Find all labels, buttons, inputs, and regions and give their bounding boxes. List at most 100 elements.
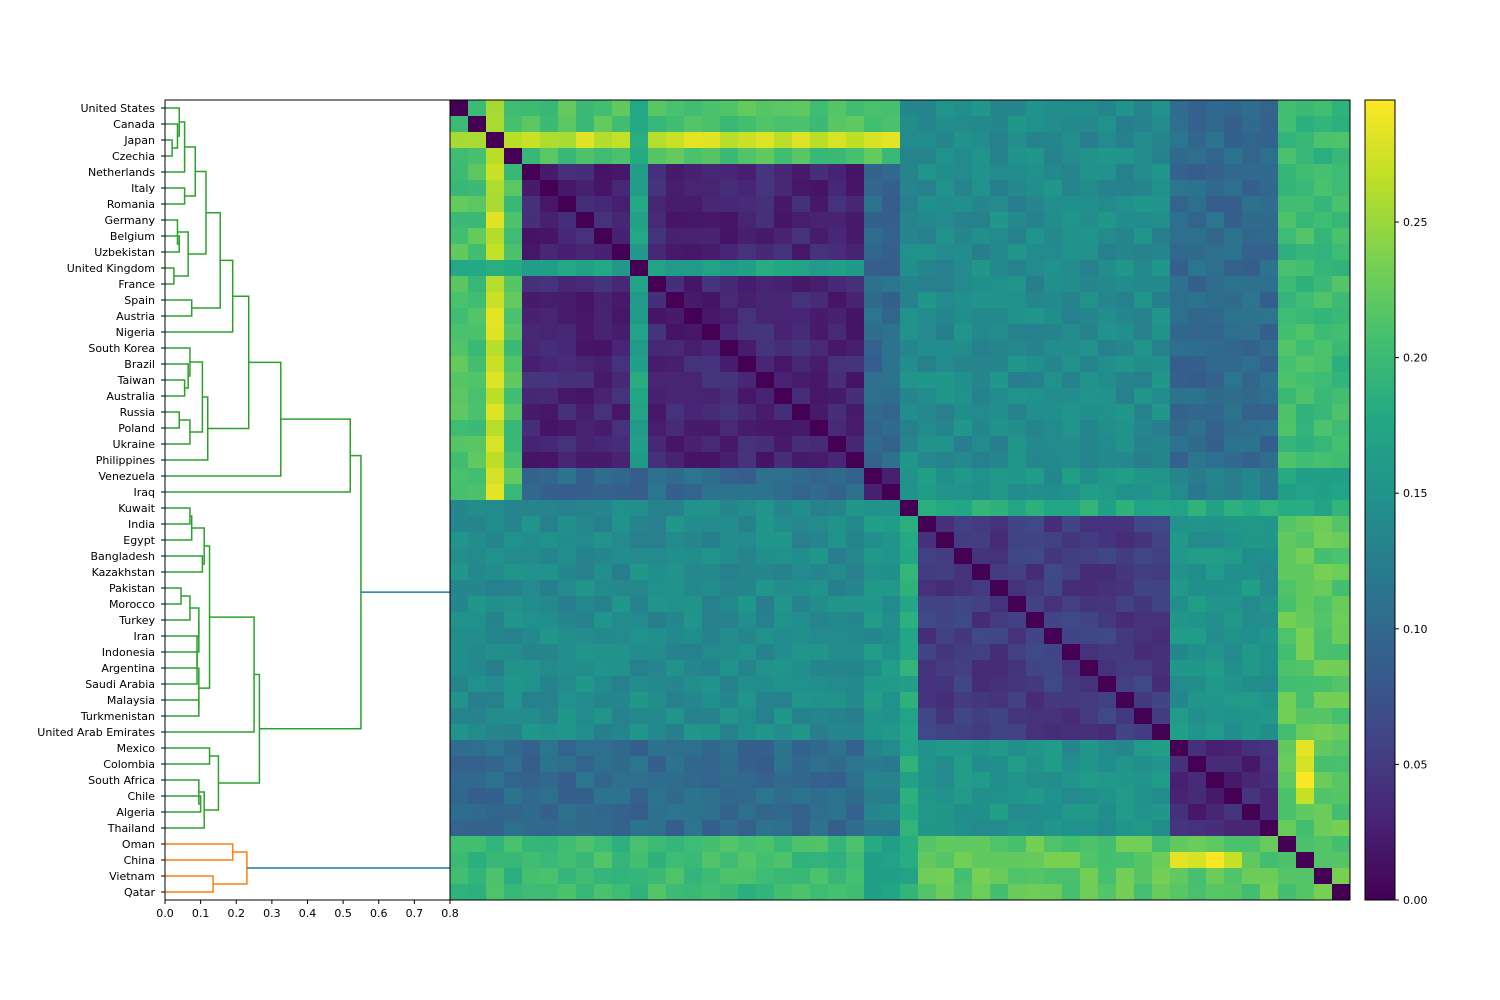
heatmap-cell bbox=[828, 292, 847, 309]
heatmap-cell bbox=[666, 788, 685, 805]
heatmap-cell bbox=[936, 196, 955, 213]
heatmap-cell bbox=[1278, 804, 1297, 821]
heatmap-cell bbox=[486, 548, 505, 565]
heatmap-cell bbox=[648, 612, 667, 629]
heatmap-cell bbox=[1008, 132, 1027, 149]
heatmap-cell bbox=[1170, 116, 1189, 133]
heatmap-cell bbox=[1224, 164, 1243, 181]
heatmap-cell bbox=[522, 484, 541, 501]
heatmap-cell bbox=[450, 484, 469, 501]
heatmap-cell bbox=[990, 852, 1009, 869]
heatmap-cell bbox=[810, 788, 829, 805]
heatmap-cell bbox=[774, 596, 793, 613]
heatmap-cell bbox=[846, 484, 865, 501]
heatmap-cell bbox=[720, 868, 739, 885]
heatmap-cell bbox=[1224, 196, 1243, 213]
heatmap-cell bbox=[1116, 692, 1135, 709]
heatmap-cell bbox=[1314, 356, 1333, 373]
heatmap-cell bbox=[612, 436, 631, 453]
dendrogram-link bbox=[165, 267, 175, 285]
heatmap-cell bbox=[648, 644, 667, 661]
heatmap-cell bbox=[1080, 676, 1099, 693]
heatmap-cell bbox=[828, 148, 847, 165]
dendrogram-x-axis: 0.0 0.1 0.2 0.3 0.4 0.5 0.6 0.7 0.8 bbox=[156, 900, 459, 920]
heatmap-cell bbox=[882, 100, 901, 117]
heatmap-cell bbox=[450, 692, 469, 709]
heatmap-cell bbox=[684, 708, 703, 725]
heatmap-cell bbox=[666, 148, 685, 165]
heatmap-cell bbox=[468, 420, 487, 437]
heatmap-cell bbox=[1134, 708, 1153, 725]
heatmap-cell bbox=[1152, 164, 1171, 181]
heatmap-cell bbox=[1242, 804, 1261, 821]
heatmap-cell bbox=[558, 644, 577, 661]
heatmap-cell bbox=[1260, 468, 1279, 485]
heatmap-cell bbox=[1242, 116, 1261, 133]
heatmap-cell bbox=[720, 372, 739, 389]
heatmap-cell bbox=[1296, 276, 1315, 293]
heatmap-cell bbox=[1170, 628, 1189, 645]
heatmap-cell bbox=[720, 580, 739, 597]
heatmap-cell bbox=[1062, 580, 1081, 597]
heatmap-cell bbox=[1080, 468, 1099, 485]
heatmap-cell bbox=[612, 884, 631, 901]
heatmap-cell bbox=[828, 820, 847, 837]
heatmap-cell bbox=[468, 116, 487, 133]
leaf-label: Philippines bbox=[96, 454, 156, 467]
heatmap-cell bbox=[522, 772, 541, 789]
heatmap-cell bbox=[828, 756, 847, 773]
heatmap-cell bbox=[1296, 148, 1315, 165]
heatmap-cell bbox=[864, 660, 883, 677]
heatmap-cell bbox=[1008, 772, 1027, 789]
heatmap-cell bbox=[738, 564, 757, 581]
heatmap-cell bbox=[1224, 132, 1243, 149]
heatmap-cell bbox=[936, 644, 955, 661]
heatmap-cell bbox=[1080, 404, 1099, 421]
heatmap-cell bbox=[630, 756, 649, 773]
heatmap-cell bbox=[1044, 756, 1063, 773]
heatmap-cell bbox=[1098, 308, 1117, 325]
heatmap-cell bbox=[972, 132, 991, 149]
heatmap-cell bbox=[684, 548, 703, 565]
heatmap-cell bbox=[1314, 404, 1333, 421]
heatmap-cell bbox=[558, 772, 577, 789]
heatmap-cell bbox=[972, 884, 991, 901]
heatmap-cell bbox=[1242, 212, 1261, 229]
heatmap-cell bbox=[1152, 772, 1171, 789]
heatmap-cell bbox=[558, 676, 577, 693]
heatmap-cell bbox=[1116, 260, 1135, 277]
heatmap-cell bbox=[846, 324, 865, 341]
heatmap-cell bbox=[972, 772, 991, 789]
heatmap-cell bbox=[1170, 452, 1189, 469]
heatmap-cell bbox=[1314, 276, 1333, 293]
heatmap-cell bbox=[810, 804, 829, 821]
heatmap-cell bbox=[630, 324, 649, 341]
heatmap-cell bbox=[1260, 660, 1279, 677]
heatmap-cell bbox=[450, 724, 469, 741]
heatmap-cell bbox=[540, 548, 559, 565]
heatmap-cell bbox=[810, 308, 829, 325]
heatmap-cell bbox=[1134, 244, 1153, 261]
heatmap-cell bbox=[1134, 660, 1153, 677]
heatmap-cell bbox=[504, 260, 523, 277]
heatmap-cell bbox=[918, 292, 937, 309]
heatmap-cell bbox=[792, 692, 811, 709]
heatmap-cell bbox=[756, 164, 775, 181]
heatmap-cell bbox=[1206, 340, 1225, 357]
heatmap-cell bbox=[1296, 852, 1315, 869]
heatmap-cell bbox=[756, 580, 775, 597]
heatmap-cell bbox=[1098, 292, 1117, 309]
heatmap-cell bbox=[1296, 420, 1315, 437]
heatmap-cell bbox=[720, 452, 739, 469]
heatmap-cell bbox=[738, 340, 757, 357]
heatmap-cell bbox=[756, 372, 775, 389]
leaf-label: Vietnam bbox=[109, 870, 155, 883]
heatmap-cell bbox=[864, 596, 883, 613]
heatmap-cell bbox=[1296, 756, 1315, 773]
heatmap-cell bbox=[1314, 788, 1333, 805]
heatmap-cell bbox=[972, 852, 991, 869]
heatmap-cell bbox=[576, 756, 595, 773]
heatmap-cell bbox=[720, 420, 739, 437]
heatmap-cell bbox=[1278, 308, 1297, 325]
heatmap-cell bbox=[468, 356, 487, 373]
